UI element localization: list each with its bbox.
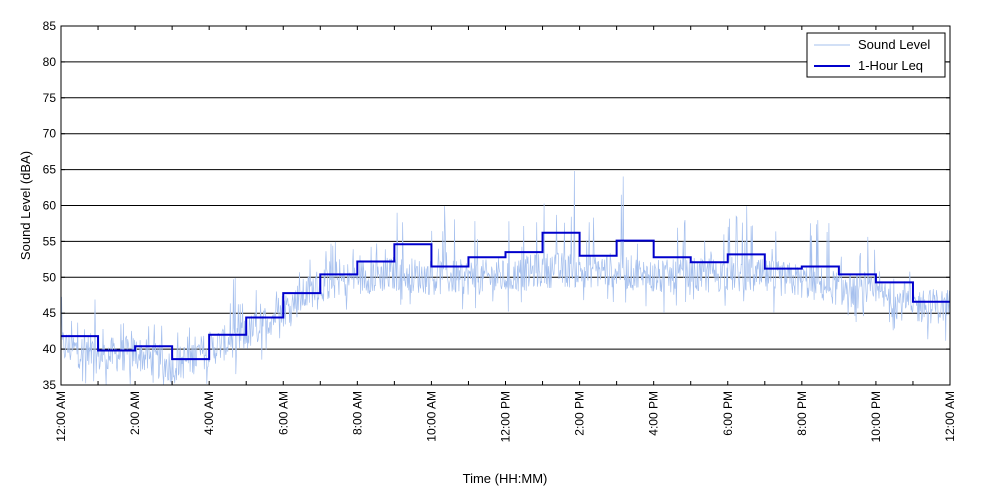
x-tick-label: 2:00 AM xyxy=(128,391,142,435)
grid-lines xyxy=(61,61,950,350)
y-tick-label: 35 xyxy=(43,378,57,392)
leq-series xyxy=(61,231,950,361)
y-tick-label: 85 xyxy=(43,19,57,33)
y-tick-label: 45 xyxy=(43,306,57,320)
x-tick-label: 12:00 AM xyxy=(943,391,957,442)
y-tick-label: 80 xyxy=(43,55,57,69)
sound-level-series xyxy=(60,170,951,386)
y-tick-label: 70 xyxy=(43,127,57,141)
x-axis-title: Time (HH:MM) xyxy=(463,471,548,486)
x-axis: 12:00 AM 2:00 AM 4:00 AM 6:00 AM 8:00 AM 10:0… xyxy=(54,26,957,442)
sound-level-line xyxy=(60,170,951,386)
leq-line xyxy=(61,231,950,361)
y-tick-label: 55 xyxy=(43,234,57,248)
y-tick-label: 50 xyxy=(43,270,57,284)
legend-label-sound-level: Sound Level xyxy=(858,37,930,52)
x-tick-label: 12:00 AM xyxy=(54,391,68,442)
x-tick-label: 8:00 AM xyxy=(350,391,364,435)
x-tick-label: 8:00 PM xyxy=(795,391,809,436)
x-tick-label: 12:00 PM xyxy=(499,391,513,442)
x-tick-label: 6:00 AM xyxy=(276,391,290,435)
y-tick-label: 60 xyxy=(43,199,57,213)
x-tick-label: 6:00 PM xyxy=(721,391,735,436)
y-tick-label: 75 xyxy=(43,91,57,105)
x-tick-label: 4:00 AM xyxy=(202,391,216,435)
y-tick-label: 40 xyxy=(43,342,57,356)
x-tick-label: 10:00 AM xyxy=(424,391,438,442)
y-axis-title: Sound Level (dBA) xyxy=(18,151,33,260)
y-tick-label: 65 xyxy=(43,163,57,177)
x-tick-label: 2:00 PM xyxy=(573,391,587,436)
x-tick-label: 4:00 PM xyxy=(647,391,661,436)
x-tick-label: 10:00 PM xyxy=(869,391,883,442)
legend-label-leq: 1-Hour Leq xyxy=(858,58,923,73)
legend-box xyxy=(806,32,946,78)
y-axis: 35 40 45 50 55 60 65 70 75 80 85 xyxy=(43,19,950,392)
legend: Sound Level 1-Hour Leq xyxy=(806,32,946,78)
